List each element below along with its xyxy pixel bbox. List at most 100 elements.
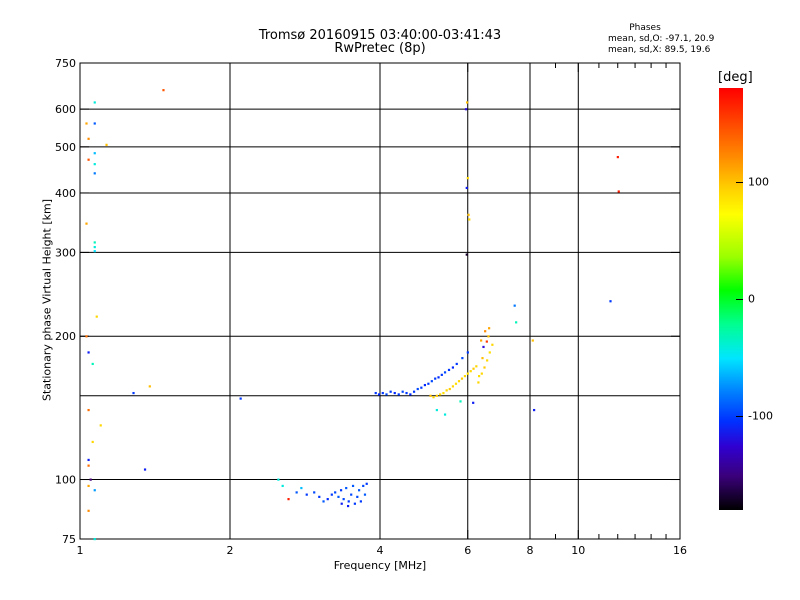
echo-point	[488, 351, 491, 354]
echo-point	[318, 495, 321, 498]
echo-point	[93, 489, 96, 492]
echo-point	[472, 401, 475, 404]
echo-point	[87, 458, 90, 462]
echo-point	[451, 366, 455, 369]
chart-title: Tromsø 20160915 03:40:00-03:41:43	[258, 28, 502, 43]
x-tick-label: 16	[673, 544, 687, 557]
echo-point	[93, 122, 96, 125]
echo-point	[93, 241, 96, 244]
echo-point	[432, 396, 435, 399]
echo-point	[89, 478, 92, 481]
echo-point	[162, 89, 165, 92]
echo-point	[465, 186, 468, 190]
echo-point	[397, 393, 400, 396]
colorbar-tick-label: 100	[748, 175, 769, 189]
echo-point	[533, 408, 536, 412]
echo-point	[322, 500, 325, 503]
echo-point	[99, 424, 102, 427]
echo-point	[342, 498, 345, 501]
echo-point	[468, 218, 471, 221]
echo-point	[457, 380, 461, 383]
x-tick-label: 6	[464, 544, 471, 557]
phases-heading: Phases	[629, 23, 661, 33]
echo-point	[381, 391, 384, 395]
echo-point	[87, 509, 90, 512]
y-axis-label: Stationary phase Virtual Height [km]	[40, 198, 54, 402]
echo-point	[95, 315, 98, 318]
echo-point	[362, 484, 365, 488]
echo-point	[239, 397, 242, 400]
echo-point	[443, 413, 447, 416]
echo-point	[347, 500, 350, 503]
echo-point	[340, 502, 343, 505]
echo-point	[91, 440, 94, 444]
colorbar-tick-mark	[736, 299, 743, 300]
echo-point	[405, 391, 408, 395]
echo-point	[464, 108, 468, 111]
colorbar-tick-label: -100	[748, 409, 773, 423]
echo-point	[455, 362, 458, 366]
echo-point	[491, 343, 494, 346]
x-tick-label: 8	[527, 544, 534, 557]
echo-point	[482, 345, 485, 349]
echo-point	[515, 321, 518, 324]
echo-point	[87, 158, 90, 161]
echo-point	[435, 394, 438, 397]
echo-point	[609, 300, 612, 303]
echo-point	[353, 502, 356, 505]
echo-point	[377, 393, 381, 396]
echo-point	[85, 222, 88, 225]
echo-point	[459, 400, 462, 403]
echo-point	[300, 486, 303, 490]
echo-point	[305, 493, 308, 496]
echo-point	[401, 390, 404, 393]
x-tick-label: 4	[377, 544, 384, 557]
echo-point	[480, 372, 483, 375]
echo-point	[148, 385, 151, 388]
y-tick-label: 500	[55, 141, 76, 154]
echo-point	[480, 339, 483, 342]
x-tick-label: 10	[571, 544, 585, 557]
echo-point	[429, 394, 432, 397]
echo-point	[326, 498, 329, 501]
echo-point	[488, 327, 491, 330]
echo-point	[143, 468, 147, 471]
echo-point	[277, 478, 280, 481]
echo-point	[481, 357, 484, 360]
echo-point	[531, 339, 534, 342]
echo-point	[85, 122, 88, 125]
echo-point	[409, 393, 412, 396]
y-tick-label: 300	[55, 246, 76, 259]
echo-point	[434, 377, 437, 380]
echo-point	[467, 213, 470, 216]
y-tick-label: 200	[55, 330, 76, 343]
echo-point	[93, 245, 96, 249]
echo-point	[87, 484, 90, 488]
echo-point	[451, 385, 455, 388]
echo-point	[466, 101, 469, 104]
y-tick-label: 750	[55, 57, 76, 70]
colorbar-tick-label: 0	[748, 292, 755, 306]
echo-point	[87, 137, 90, 140]
echo-point	[87, 464, 90, 467]
colorbar-unit-label: [deg]	[718, 70, 753, 85]
colorbar-tick-mark	[736, 181, 743, 183]
echo-point	[393, 391, 396, 395]
echo-point	[356, 495, 359, 498]
echo-point	[513, 304, 516, 307]
echo-point	[437, 376, 440, 379]
echo-point	[420, 386, 423, 389]
echo-point	[287, 498, 290, 501]
x-axis-label: Frequency [MHz]	[333, 559, 427, 572]
echo-point	[435, 408, 438, 412]
echo-point	[466, 176, 469, 180]
echo-point	[412, 390, 416, 393]
echo-point	[447, 368, 451, 372]
echo-point	[346, 504, 350, 508]
echo-point	[93, 163, 96, 166]
echo-point	[477, 375, 481, 378]
echo-point	[460, 377, 464, 380]
echo-point	[330, 493, 333, 496]
x-tick-label: 2	[227, 544, 234, 557]
